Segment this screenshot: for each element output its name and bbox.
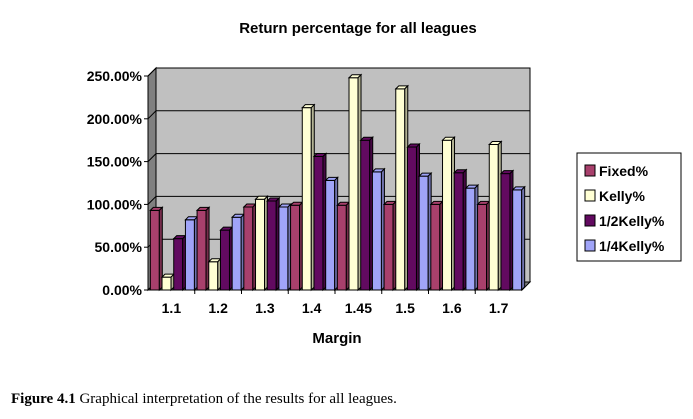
bar <box>464 183 480 292</box>
y-axis-tick-labels: 0.00% 50.00% 100.00% 150.00% 200.00% 250.00% <box>87 68 148 298</box>
bar-side <box>521 185 526 292</box>
bar-front <box>219 229 230 291</box>
bar-front <box>395 88 406 291</box>
bar <box>254 195 269 292</box>
bar-front <box>255 198 266 291</box>
bar-front <box>360 139 371 291</box>
bar-front <box>371 171 382 291</box>
bar <box>219 225 234 292</box>
x-tick-label: 1.6 <box>442 300 462 316</box>
bar-front <box>149 209 160 291</box>
bar-front <box>301 107 312 291</box>
bar-front <box>243 206 254 291</box>
bar-front <box>453 172 464 291</box>
y-tick-label: 50.00% <box>95 239 143 255</box>
bar-front <box>500 173 511 291</box>
legend-swatch <box>584 239 596 252</box>
bar-front <box>231 216 242 291</box>
bar <box>488 140 503 292</box>
bar <box>359 135 374 292</box>
bar <box>312 152 328 292</box>
x-tick-label: 1.7 <box>489 300 509 316</box>
legend: Fixed% Kelly% 1/2Kelly% 1/4Kelly% <box>576 152 682 262</box>
y-tick-label: 100.00% <box>87 196 143 212</box>
gridline <box>147 67 530 77</box>
chart-title: Return percentage for all leagues <box>239 20 477 37</box>
bar <box>195 206 211 292</box>
x-tick-label: 1.2 <box>208 300 228 316</box>
bar-front <box>430 203 441 291</box>
bar <box>289 201 304 292</box>
figure-caption-text: Graphical interpretation of the results … <box>75 391 397 407</box>
legend-swatch <box>584 164 596 177</box>
bar-front <box>348 77 359 291</box>
bar <box>160 272 176 292</box>
bar <box>476 200 491 292</box>
bar-front <box>325 179 336 291</box>
bar-front <box>208 261 219 291</box>
y-tick-label: 0.00% <box>102 282 142 298</box>
bar <box>336 201 351 292</box>
x-tick-label: 1.5 <box>395 300 415 316</box>
x-tick-label: 1.1 <box>162 300 182 316</box>
x-tick-label: 1.4 <box>302 300 322 316</box>
bar-front <box>290 204 301 291</box>
y-tick-label: 200.00% <box>87 111 143 127</box>
bar <box>382 200 398 292</box>
bar <box>441 135 456 292</box>
bar <box>371 167 386 292</box>
bar <box>417 171 433 292</box>
bar <box>277 202 293 292</box>
bar-front <box>512 189 523 291</box>
bar-front <box>161 276 172 291</box>
legend-label: Kelly% <box>599 188 645 204</box>
bar-front <box>383 203 394 291</box>
bar-front <box>465 187 476 291</box>
bar-front <box>196 209 207 291</box>
bar-front <box>184 219 195 291</box>
bar <box>242 202 258 292</box>
bar <box>499 169 515 292</box>
bar <box>266 196 281 292</box>
bar-front <box>406 146 417 291</box>
x-axis-tick-labels: 1.1 1.2 1.3 1.4 1.45 1.5 1.6 1.7 <box>162 290 509 316</box>
bar <box>207 257 222 292</box>
bar <box>406 142 421 292</box>
y-tick-label: 250.00% <box>87 68 143 84</box>
legend-swatch <box>584 189 596 202</box>
legend-label: 1/2Kelly% <box>599 213 665 229</box>
bar-front <box>266 200 277 291</box>
bar <box>324 176 339 292</box>
legend-label: 1/4Kelly% <box>599 238 665 254</box>
figure-caption-label: Figure 4.1 <box>11 391 76 407</box>
bar <box>230 213 246 292</box>
x-tick-label: 1.3 <box>255 300 275 316</box>
y-tick-label: 150.00% <box>87 154 143 170</box>
x-tick-label: 1.45 <box>345 300 372 316</box>
x-axis-label: Margin <box>312 330 361 347</box>
figure-caption: Figure 4.1 Graphical interpretation of t… <box>11 391 397 408</box>
bar <box>172 234 187 292</box>
bar <box>511 185 526 292</box>
bars <box>149 73 526 292</box>
bar <box>184 215 199 292</box>
bar-front <box>442 139 453 291</box>
bar <box>301 103 316 292</box>
bar <box>453 168 468 292</box>
bar-front <box>477 203 488 291</box>
bar-front <box>278 206 289 291</box>
bar-front <box>336 204 347 291</box>
legend-swatch <box>584 214 596 227</box>
bar-front <box>418 175 429 291</box>
bar <box>149 206 164 292</box>
bar <box>347 73 363 292</box>
bar-front <box>313 155 324 291</box>
bar-front <box>173 238 184 291</box>
bar-front <box>488 143 499 291</box>
legend-label: Fixed% <box>599 163 649 179</box>
bar <box>429 200 445 292</box>
bar <box>394 84 409 292</box>
